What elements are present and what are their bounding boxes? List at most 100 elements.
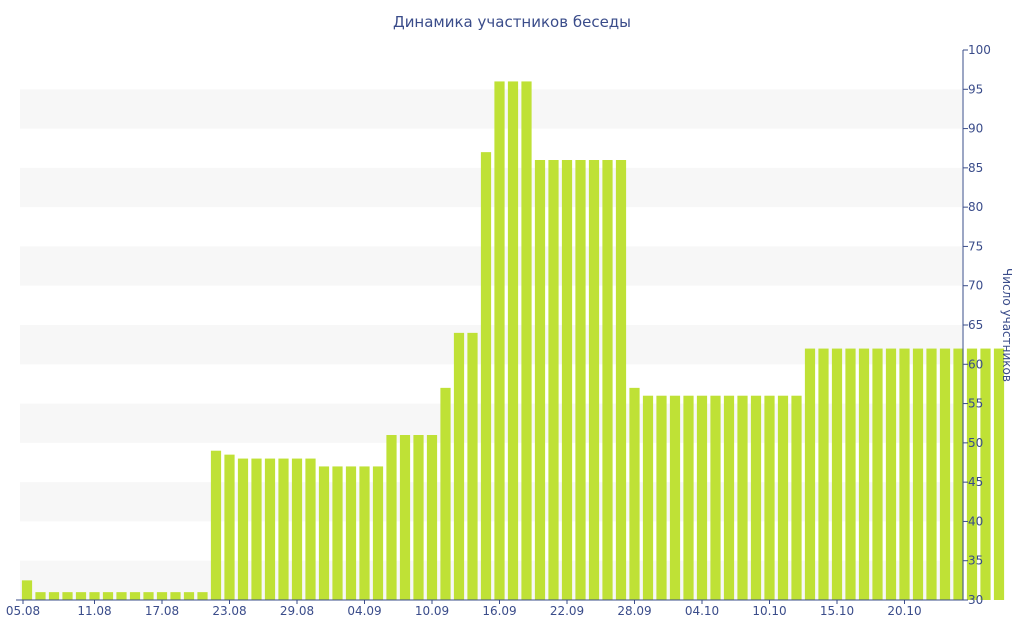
bar [777,395,789,600]
x-tick-label: 28.09 [617,604,651,618]
y-tick-label: 95 [968,82,983,96]
bar [561,160,573,600]
bar [480,152,492,600]
bar [885,348,897,600]
bar [818,348,829,600]
bar [494,81,505,601]
y-tick-label: 80 [968,200,983,214]
bar [48,592,60,600]
bar [669,395,681,600]
bar [980,348,991,600]
bar [143,592,154,600]
bar [534,160,546,600]
x-tick-label: 17.08 [145,604,179,618]
bar [291,458,303,600]
bar [831,348,843,600]
y-tick-label: 55 [968,397,983,411]
bar [102,592,114,600]
bar [872,348,883,600]
bar [210,450,222,600]
bar [332,466,343,600]
x-tick-label: 10.10 [752,604,786,618]
bar [615,160,627,600]
bar [183,592,195,600]
bar [656,395,667,600]
bar-series [21,81,1005,601]
bar [737,395,748,600]
bar [926,348,937,600]
x-tick-label: 15.10 [820,604,854,618]
bar [278,458,289,600]
bar [224,454,235,600]
bar [629,387,640,600]
bar [170,592,181,600]
y-tick-label: 45 [968,475,983,489]
bar [35,592,46,600]
y-tick-label: 30 [968,593,983,607]
x-tick-label: 20.10 [887,604,921,618]
x-tick-label: 11.08 [77,604,111,618]
x-tick-label: 10.09 [415,604,449,618]
bar [575,160,586,600]
bar [440,387,451,600]
bar [426,435,438,600]
bar [588,160,600,600]
bar [345,466,357,600]
bar [359,466,370,600]
x-tick-label: 16.09 [482,604,516,618]
bar [764,395,775,600]
bar [129,592,141,600]
bar [939,348,951,600]
bar [237,458,249,600]
x-axis: 05.08 11.08 17.08 23.08 29.08 04.09 10.09 16.09… [6,599,963,618]
y-tick-label: 50 [968,436,983,450]
bar [75,592,87,600]
bar [642,395,654,600]
y-tick-label: 65 [968,318,983,332]
x-tick-label: 04.09 [347,604,381,618]
bar [197,592,208,600]
x-tick-label: 29.08 [280,604,314,618]
x-tick-label: 23.08 [212,604,246,618]
bar [602,160,613,600]
x-tick-label: 22.09 [550,604,584,618]
bar [750,395,762,600]
y-axis: 30 35 40 45 50 55 60 65 70 75 80 85 90 95 100 [962,43,991,607]
y-tick-label: 90 [968,122,983,136]
bar [305,458,316,600]
bar [912,348,924,600]
grid-band [20,89,962,129]
bar [399,435,411,600]
bar [804,348,816,600]
bar [710,395,721,600]
bar [62,592,73,600]
bar [89,592,100,600]
bar [251,458,262,600]
bar [21,580,33,600]
bar [453,332,465,600]
chart-title: Динамика участников беседы [392,13,632,31]
bar [966,348,978,600]
bar [116,592,127,600]
bar [507,81,519,601]
bar [264,458,276,600]
bar [791,395,802,600]
bar [318,466,330,600]
x-tick-label: 04.10 [685,604,719,618]
y-tick-label: 40 [968,514,983,528]
y-tick-label: 60 [968,357,983,371]
bar [953,348,964,600]
y-tick-label: 70 [968,279,983,293]
bar [548,160,559,600]
bar [683,395,694,600]
x-tick-label: 05.08 [6,604,40,618]
bar [413,435,424,600]
bar [899,348,910,600]
bar [156,592,168,600]
y-tick-label: 100 [968,43,991,57]
bar [858,348,870,600]
y-tick-label: 85 [968,161,983,175]
bar [372,466,384,600]
